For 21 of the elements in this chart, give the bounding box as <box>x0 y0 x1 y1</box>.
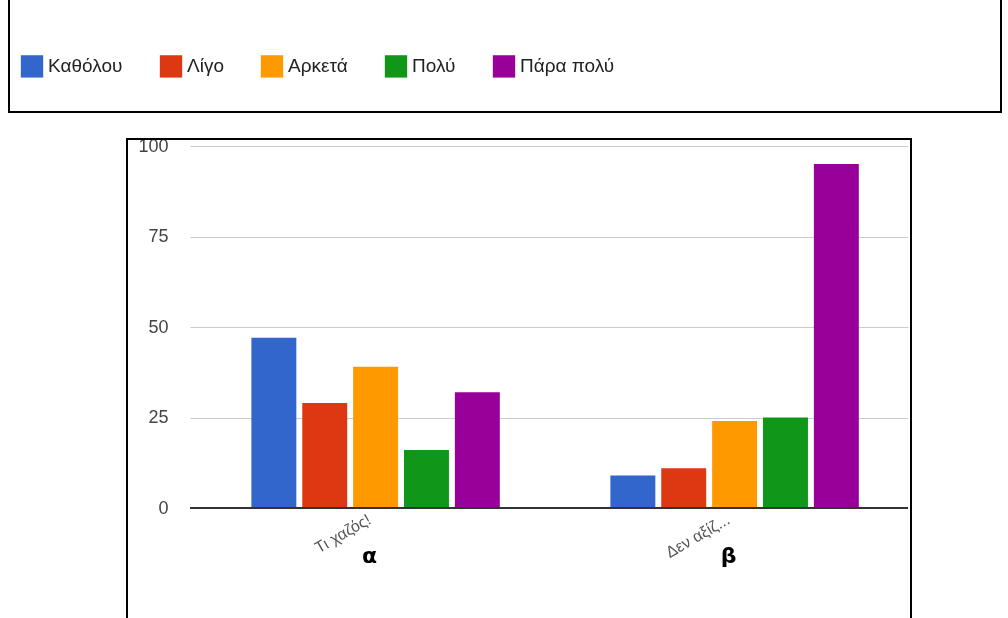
text: β <box>720 543 737 568</box>
bar <box>610 475 656 508</box>
y-tick-label: 50 <box>148 316 169 337</box>
bar <box>302 403 348 508</box>
bar <box>251 337 297 508</box>
text: α <box>361 543 378 568</box>
legend-label: Λίγο <box>187 55 224 77</box>
y-tick-label: 25 <box>148 407 169 427</box>
bar <box>763 417 808 508</box>
bar <box>661 468 707 508</box>
bar <box>712 421 758 508</box>
y-tick-label: 0 <box>158 497 169 518</box>
legend-label: Πάρα πολύ <box>520 55 615 77</box>
bar <box>404 450 449 508</box>
bar <box>454 392 500 508</box>
bar <box>813 164 859 508</box>
legend-label: Πολύ <box>412 55 456 77</box>
y-tick-label: 75 <box>148 226 169 246</box>
legend-label: Αρκετά <box>288 55 348 77</box>
bar <box>353 366 399 508</box>
legend-label: Καθόλου <box>48 55 123 77</box>
